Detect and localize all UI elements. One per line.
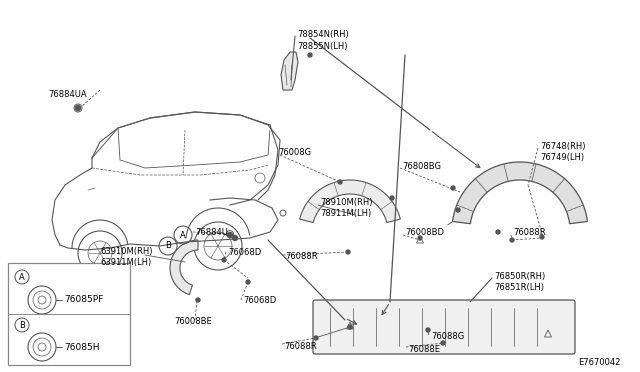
Text: 76884UA: 76884UA bbox=[48, 90, 86, 99]
Text: 76008BE: 76008BE bbox=[174, 317, 212, 326]
Text: 76068D: 76068D bbox=[243, 296, 276, 305]
Circle shape bbox=[390, 196, 394, 200]
Polygon shape bbox=[170, 240, 198, 295]
Circle shape bbox=[540, 235, 544, 239]
Text: E7670042: E7670042 bbox=[578, 358, 620, 367]
Text: 76008BD: 76008BD bbox=[405, 228, 444, 237]
Text: A: A bbox=[180, 231, 186, 240]
Text: 63910M(RH): 63910M(RH) bbox=[100, 247, 152, 256]
Text: 76088E: 76088E bbox=[408, 345, 440, 354]
Text: 76808BG: 76808BG bbox=[402, 162, 441, 171]
Circle shape bbox=[348, 325, 352, 329]
Circle shape bbox=[451, 186, 455, 190]
Circle shape bbox=[426, 328, 430, 332]
Text: 76008G: 76008G bbox=[278, 148, 311, 157]
Text: B: B bbox=[19, 321, 25, 330]
Circle shape bbox=[232, 235, 237, 241]
Circle shape bbox=[346, 250, 350, 254]
Circle shape bbox=[510, 238, 514, 242]
Circle shape bbox=[308, 53, 312, 57]
Circle shape bbox=[496, 230, 500, 234]
Text: 76088G: 76088G bbox=[431, 332, 464, 341]
Text: 76088R: 76088R bbox=[285, 252, 317, 261]
Polygon shape bbox=[281, 52, 298, 90]
Circle shape bbox=[76, 106, 81, 110]
FancyBboxPatch shape bbox=[313, 300, 575, 354]
Text: 76085PF: 76085PF bbox=[64, 295, 103, 305]
Circle shape bbox=[222, 258, 226, 262]
Text: 76085H: 76085H bbox=[64, 343, 99, 352]
Text: B: B bbox=[165, 241, 171, 250]
Bar bbox=[8, 263, 130, 365]
Text: 78910M(RH): 78910M(RH) bbox=[320, 198, 372, 207]
Text: 78911M(LH): 78911M(LH) bbox=[320, 209, 371, 218]
Polygon shape bbox=[300, 180, 401, 222]
Circle shape bbox=[227, 232, 232, 237]
Text: 78854N(RH): 78854N(RH) bbox=[297, 30, 349, 39]
Circle shape bbox=[441, 341, 445, 345]
Text: 76884U: 76884U bbox=[195, 228, 228, 237]
Text: 63911M(LH): 63911M(LH) bbox=[100, 258, 151, 267]
Circle shape bbox=[338, 180, 342, 184]
Text: 76749(LH): 76749(LH) bbox=[540, 153, 584, 162]
Text: 76850R(RH): 76850R(RH) bbox=[494, 272, 545, 281]
Text: A: A bbox=[19, 273, 25, 282]
Text: 76068D: 76068D bbox=[228, 248, 261, 257]
Text: 76851R(LH): 76851R(LH) bbox=[494, 283, 544, 292]
Text: 78855N(LH): 78855N(LH) bbox=[297, 42, 348, 51]
Circle shape bbox=[314, 336, 318, 340]
Circle shape bbox=[418, 236, 422, 240]
Circle shape bbox=[246, 280, 250, 284]
Text: 76748(RH): 76748(RH) bbox=[540, 142, 586, 151]
Polygon shape bbox=[452, 162, 588, 224]
Circle shape bbox=[456, 208, 460, 212]
Text: 76088R: 76088R bbox=[284, 342, 317, 351]
Circle shape bbox=[196, 298, 200, 302]
Text: 76088R: 76088R bbox=[513, 228, 546, 237]
